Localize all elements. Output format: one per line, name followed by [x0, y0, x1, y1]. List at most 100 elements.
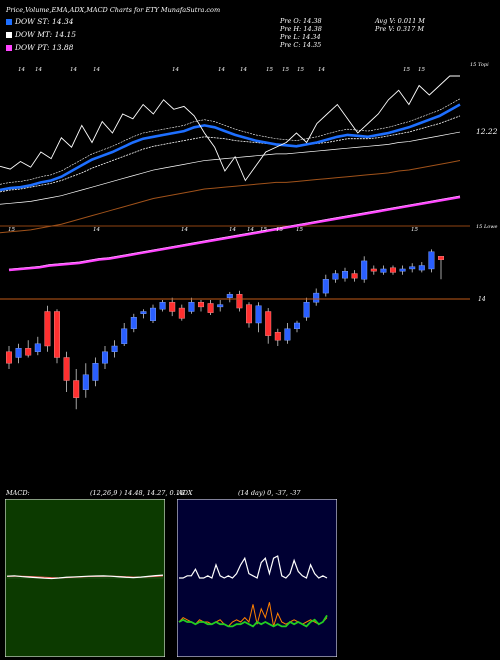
candle	[265, 311, 272, 336]
top-tick-label: 14	[240, 67, 247, 73]
mid-tick-label: 15	[260, 227, 267, 233]
candle	[44, 311, 51, 347]
candle	[197, 302, 204, 308]
candle	[82, 374, 89, 390]
top-tick-label: 14	[93, 67, 100, 73]
price-level-label: 14	[478, 296, 486, 303]
price-chart: 14 15 Lowe 12.22 15 Topi 14 14 14 14 14 14 14 15 15 1…	[0, 62, 498, 410]
top-tick-label: 15	[418, 67, 425, 73]
candle	[25, 348, 32, 356]
candle	[5, 351, 12, 364]
candle	[428, 251, 435, 270]
legend-dow-st-swatch	[6, 18, 12, 25]
macd-chart	[5, 499, 165, 657]
adx-chart	[177, 499, 337, 657]
legend-dow-mt-label: DOW MT: 14.15	[15, 30, 77, 39]
candle	[322, 279, 329, 294]
ohlc-close: Pre C: 14.35	[280, 41, 322, 49]
dow-pt-highlight	[8, 195, 461, 270]
candle	[409, 266, 416, 270]
candle	[390, 267, 397, 273]
candle	[34, 343, 41, 352]
ema-short-upper	[0, 98, 461, 185]
candle	[245, 304, 252, 324]
candle	[149, 307, 156, 321]
candle	[101, 351, 108, 364]
ema-short-line	[0, 103, 461, 192]
legend-dow-pt-label: DOW PT: 13.88	[15, 43, 74, 52]
mid-tick-label: 14	[229, 227, 236, 233]
legend-dow-mt: DOW MT: 14.15	[6, 30, 76, 39]
candle	[370, 268, 377, 272]
legend-dow-mt-swatch	[6, 31, 12, 38]
low-line-label: 15 Lowe	[476, 224, 498, 230]
adx-label: ADX	[178, 489, 193, 497]
candle	[188, 302, 195, 312]
candle	[92, 363, 99, 381]
candle	[284, 328, 291, 341]
candle	[438, 256, 445, 260]
candle	[274, 332, 281, 341]
candle	[15, 348, 22, 358]
candle	[159, 302, 166, 310]
adx-line	[179, 555, 328, 579]
candle	[54, 311, 61, 358]
dow-pt-line	[8, 195, 461, 272]
ohlc-high: Pre H: 14.38	[280, 25, 322, 33]
ema-mid-line	[0, 115, 461, 193]
ema-mid2-line	[0, 131, 461, 205]
top-tick-label: 14	[18, 67, 25, 73]
candle	[255, 305, 262, 324]
avg-volume: Avg V: 0.011 M	[375, 17, 425, 25]
macd-params: (12,26,9 ) 14.48, 14.27, 0.16	[90, 489, 184, 497]
candle	[169, 302, 176, 312]
mid-tick-label: 15	[411, 227, 418, 233]
top-tick-label: 14	[318, 67, 325, 73]
top-tick-label: 14	[172, 67, 179, 73]
price-close-line	[0, 75, 460, 182]
candle	[226, 294, 233, 298]
chart-title: Price,Volume,EMA,ADX,MACD Charts for ETY…	[6, 6, 221, 14]
minus-di-line	[178, 614, 328, 628]
legend-dow-pt: DOW PT: 13.88	[6, 43, 73, 52]
candle	[140, 311, 147, 314]
legend-dow-pt-swatch	[6, 44, 12, 51]
top-tick-label: 15	[403, 67, 410, 73]
top-tick-label: 14	[218, 67, 225, 73]
mid-tick-label: 15	[8, 227, 15, 233]
macd-line	[6, 574, 164, 580]
pre-volume: Pre V: 0.317 M	[375, 25, 425, 33]
legend-dow-st-label: DOW ST: 14.34	[15, 17, 74, 26]
candle	[130, 317, 137, 329]
top-tick-label: 15	[266, 67, 273, 73]
top-tick-label: 14	[35, 67, 42, 73]
candle	[121, 328, 128, 344]
candle	[207, 303, 214, 313]
candle	[332, 273, 339, 280]
candle	[73, 380, 80, 398]
mid-tick-label: 15	[276, 227, 283, 233]
mid-tick-label: 14	[93, 227, 100, 233]
mid-tick-label: 15	[296, 227, 303, 233]
mid-tick-label: 14	[247, 227, 254, 233]
price-label-right: 12.22	[476, 127, 498, 136]
adx-params: (14 day) 0, -37, -37	[238, 489, 301, 497]
candle	[361, 260, 368, 280]
candle	[217, 304, 224, 308]
legend-dow-st: DOW ST: 14.34	[6, 17, 74, 26]
macd-label: MACD:	[6, 489, 30, 497]
candle	[178, 307, 185, 319]
candle	[380, 268, 387, 273]
candle	[236, 294, 243, 309]
candle	[111, 345, 118, 352]
candle	[63, 357, 70, 381]
top-tick-label: 15	[282, 67, 289, 73]
candle	[303, 302, 310, 318]
top-right-label: 15 Topi	[470, 62, 489, 68]
mid-tick-label: 14	[181, 227, 188, 233]
candle	[351, 273, 358, 279]
ohlc-open: Pre O: 14.38	[280, 17, 322, 25]
ema-long-line	[0, 160, 461, 234]
candle	[313, 292, 320, 303]
ohlc-low: Pre L: 14.34	[280, 33, 321, 41]
